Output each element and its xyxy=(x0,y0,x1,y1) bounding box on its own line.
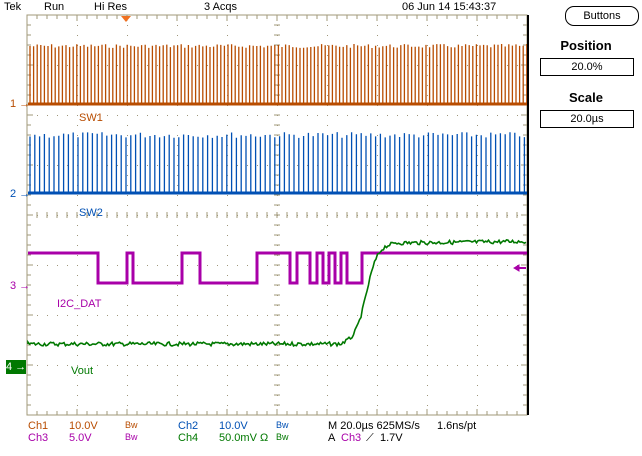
ch4-name[interactable]: Ch4 xyxy=(178,432,199,444)
ch4-marker[interactable]: 4 → xyxy=(6,360,27,374)
ch3-bw-icon: Bw xyxy=(125,432,138,442)
resolution-readout: 1.6ns/pt xyxy=(437,420,477,432)
timebase-readout[interactable]: M 20.0µs 625MS/s xyxy=(328,420,420,432)
ch3-name[interactable]: Ch3 xyxy=(28,432,49,444)
acq-mode: Hi Res xyxy=(94,1,128,13)
ch1-bw-icon: Bw xyxy=(125,420,138,430)
position-value[interactable]: 20.0% xyxy=(540,58,634,76)
position-label: Position xyxy=(560,38,612,53)
scale-label: Scale xyxy=(569,90,603,105)
buttons-button[interactable]: Buttons xyxy=(565,6,639,26)
scale-value[interactable]: 20.0µs xyxy=(540,110,634,128)
ch2-trace-label: SW2 xyxy=(79,207,103,219)
ohm-icon: Ω xyxy=(260,432,269,444)
ch2-name[interactable]: Ch2 xyxy=(178,420,199,432)
ch4-scale[interactable]: 50.0mV xyxy=(219,432,257,444)
trigger-level-arrow-icon xyxy=(513,264,526,272)
ch4-bw-icon: Bw xyxy=(276,432,289,442)
ch1-trace-label: SW1 xyxy=(79,112,103,124)
run-status: Run xyxy=(44,1,65,13)
ch1-name[interactable]: Ch1 xyxy=(28,420,49,432)
ch2-marker[interactable]: 2 → xyxy=(10,188,31,200)
acq-count: 3 Acqs xyxy=(204,1,238,13)
waveforms xyxy=(27,44,528,348)
ch2-scale[interactable]: 10.0V xyxy=(219,420,248,432)
ch3-scale[interactable]: 5.0V xyxy=(69,432,92,444)
ch3-trace-label: I2C_DAT xyxy=(57,298,102,310)
ch1-marker[interactable]: 1 → xyxy=(10,98,31,110)
trigger-source[interactable]: Ch3 xyxy=(341,432,362,444)
brand-label: Tek xyxy=(4,1,22,13)
rising-edge-icon: ⟋ xyxy=(366,432,374,444)
ch1-scale[interactable]: 10.0V xyxy=(69,420,98,432)
trigger-position-marker-icon[interactable] xyxy=(121,16,131,22)
datetime: 06 Jun 14 15:43:37 xyxy=(402,1,497,13)
ch3-marker[interactable]: 3 → xyxy=(10,280,31,292)
trigger-level[interactable]: 1.7V xyxy=(380,432,403,444)
waveform-display xyxy=(26,14,529,416)
trigger-prefix: A xyxy=(328,432,336,444)
ch4-trace-label: Vout xyxy=(71,365,94,377)
ch2-bw-icon: Bw xyxy=(276,420,289,430)
